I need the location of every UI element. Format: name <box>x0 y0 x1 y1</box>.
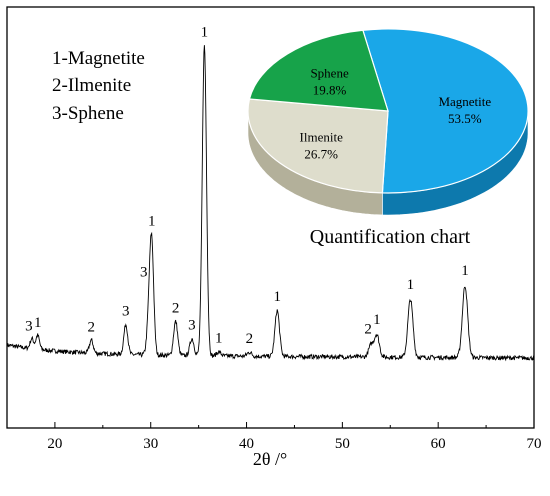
peak-label: 2 <box>88 320 96 336</box>
peak-label: 1 <box>215 331 223 347</box>
legend-item-sphene: 3-Sphene <box>52 103 124 124</box>
peak-label: 2 <box>172 301 180 317</box>
peak-label: 1 <box>373 312 381 328</box>
phase-legend: 1-Magnetite 2-Ilmenite 3-Sphene <box>52 48 145 124</box>
x-tick-label: 20 <box>47 436 62 452</box>
pie-slice-magnetite <box>362 28 529 194</box>
x-tick-label: 40 <box>239 436 254 452</box>
legend-item-magnetite: 1-Magnetite <box>52 48 145 69</box>
peak-label: 3 <box>188 318 196 334</box>
pie-slice-sphene <box>248 29 389 112</box>
plot-frame <box>6 6 535 429</box>
pie-label-percent: 53.5% <box>448 111 482 126</box>
x-tick-label: 50 <box>335 436 350 452</box>
peak-label: 1 <box>201 25 209 41</box>
peak-label: 1 <box>34 315 42 331</box>
x-axis-title: 2θ /° <box>253 449 287 469</box>
xrd-diffraction-trace <box>6 45 535 362</box>
pie-slice-ilmenite <box>247 98 389 194</box>
peak-label: 2 <box>246 331 254 347</box>
peak-label: 1 <box>461 263 469 279</box>
legend-item-ilmenite: 2-Ilmenite <box>52 75 131 96</box>
peak-label: 3 <box>140 265 148 281</box>
quantification-pie-chart: Magnetite 53.5% Ilmenite 26.7% Sphene 19.8% Q… <box>247 28 529 248</box>
peak-label: 1 <box>273 289 281 305</box>
x-axis-ticks: 20 30 40 50 60 70 <box>6 422 542 452</box>
x-tick-label: 60 <box>431 436 446 452</box>
peak-label: 1 <box>407 277 415 293</box>
pie-label-name: Ilmenite <box>300 129 344 144</box>
pie-title: Quantification chart <box>310 226 471 248</box>
pie-label-percent: 19.8% <box>313 83 347 98</box>
pie-label-percent: 26.7% <box>304 146 338 161</box>
peak-label: 3 <box>122 304 130 320</box>
peak-label: 2 <box>364 322 372 338</box>
x-tick-label: 30 <box>143 436 158 452</box>
pie-slices <box>247 28 529 194</box>
peak-label: 3 <box>25 318 33 334</box>
pie-label-name: Magnetite <box>438 94 491 109</box>
x-tick-label: 70 <box>527 436 542 452</box>
pie-slice-labels: Magnetite 53.5% Ilmenite 26.7% Sphene 19.8% <box>300 66 492 162</box>
peak-label: 1 <box>148 213 156 229</box>
pie-label-name: Sphene <box>310 66 349 81</box>
